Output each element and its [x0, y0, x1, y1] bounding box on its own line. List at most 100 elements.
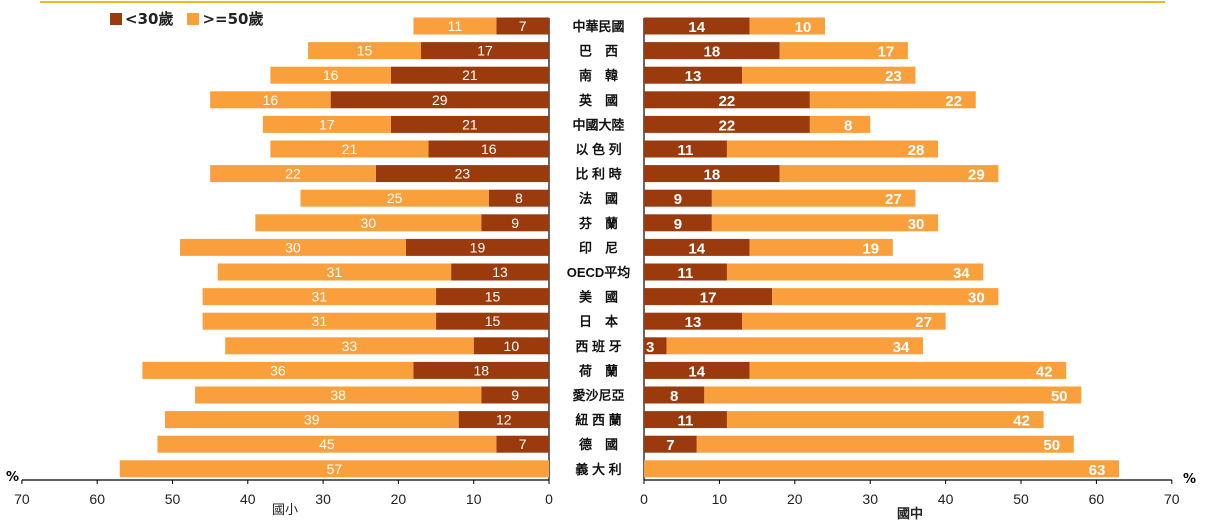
right-bar-old-label: 42: [1036, 363, 1053, 380]
left-bar-young-label: 7: [519, 18, 527, 34]
right-bar-young-label: 14: [688, 240, 705, 257]
right-bar-old: [696, 435, 1074, 453]
right-bar-old-label: 8: [844, 117, 852, 134]
right-bar-old: [704, 386, 1082, 404]
right-bar-young: [644, 140, 727, 158]
right-bar-old: [749, 17, 825, 35]
left-bar-old-label: 16: [323, 67, 339, 83]
left-bar-young-label: 15: [485, 289, 501, 305]
left-x-tick-label: 40: [240, 491, 256, 507]
left-bar-old-label: 30: [285, 239, 301, 255]
left-x-tick-label: 50: [165, 491, 181, 507]
left-bar-young: [481, 386, 549, 404]
right-bar-old-label: 27: [885, 191, 902, 208]
left-bar-old: [270, 66, 391, 84]
left-bar-old: [300, 189, 489, 207]
left-bar-old-label: 17: [319, 116, 335, 132]
left-bar-old: [180, 238, 406, 256]
left-bar-young: [390, 66, 549, 84]
right-bar-young-label: 11: [678, 142, 694, 159]
left-bar-young: [420, 42, 549, 60]
category-label: 德 國: [579, 437, 618, 452]
right-bar-old-label: 63: [1089, 462, 1106, 479]
left-bar-old: [210, 165, 376, 183]
left-bar-old: [202, 312, 437, 330]
right-bar-young: [644, 165, 780, 183]
left-bar-young-label: 17: [477, 43, 493, 59]
left-bar-old-label: 57: [327, 461, 343, 477]
left-bar-old-label: 25: [387, 190, 403, 206]
right-bar-young: [644, 337, 667, 355]
left-bar-young-label: 16: [481, 141, 497, 157]
right-bar-young: [644, 288, 773, 306]
right-unit-label: %: [1183, 472, 1197, 487]
right-bar-old-label: 30: [908, 216, 925, 233]
category-label: 中華民國: [572, 19, 624, 34]
left-bar-old-label: 33: [342, 338, 358, 354]
left-bar-old: [210, 91, 331, 109]
category-label: 西 班 牙: [575, 339, 621, 354]
left-bar-old: [157, 435, 497, 453]
left-bar-young: [390, 115, 549, 133]
right-bar-old: [726, 140, 939, 158]
right-bar-young-label: 18: [704, 167, 721, 184]
left-bar-young: [436, 312, 549, 330]
right-bar-old-label: 23: [885, 68, 902, 85]
left-bar-old: [225, 337, 474, 355]
left-bar-old: [270, 140, 429, 158]
right-bar-old: [666, 337, 923, 355]
left-bar-young-label: 29: [432, 92, 448, 108]
category-label: 紐 西 蘭: [575, 413, 621, 428]
right-bar-young-label: 22: [719, 117, 736, 134]
legend-label-young: <30歲: [125, 10, 174, 28]
category-label: 巴 西: [579, 44, 618, 59]
right-bar-young: [644, 361, 750, 379]
right-bar-old: [749, 238, 893, 256]
left-bar-young: [451, 263, 549, 281]
right-bar-young: [644, 411, 727, 429]
left-bar-old-label: 39: [304, 412, 320, 428]
left-bar-old: [308, 42, 421, 60]
right-bar-old-label: 34: [893, 339, 910, 356]
right-bar-young: [644, 312, 743, 330]
right-bar-old: [779, 42, 908, 60]
left-bar-old: [142, 361, 414, 379]
category-label: 中國大陸: [572, 117, 624, 132]
left-bar-young-label: 21: [462, 67, 478, 83]
left-bar-young-label: 12: [496, 412, 512, 428]
right-bar-old-label: 27: [915, 314, 932, 331]
right-x-tick-label: 20: [787, 491, 803, 507]
category-label: 印 尼: [579, 240, 618, 255]
category-label: 法 國: [579, 191, 618, 206]
left-bar-young-label: 13: [492, 264, 508, 280]
right-bar-old: [644, 460, 1120, 478]
left-bar-old-label: 15: [357, 43, 373, 59]
left-bar-young: [481, 214, 549, 232]
left-bar-old-label: 30: [360, 215, 376, 231]
left-x-tick-label: 30: [315, 491, 331, 507]
category-label: 荷 蘭: [578, 363, 618, 378]
left-x-tick-label: 0: [545, 491, 553, 507]
left-bar-old-label: 22: [285, 166, 301, 182]
category-label: 芬 蘭: [578, 216, 618, 231]
right-bar-old-label: 50: [1043, 437, 1060, 454]
left-bar-young: [436, 288, 549, 306]
right-bar-old: [772, 288, 999, 306]
left-bar-young-label: 8: [515, 190, 523, 206]
right-x-tick-label: 40: [938, 491, 954, 507]
left-bar-old-label: 31: [312, 313, 328, 329]
left-bar-young-label: 18: [473, 362, 489, 378]
right-axis-title: 國中: [897, 507, 924, 520]
left-bar-young: [428, 140, 549, 158]
right-bar-young: [644, 386, 705, 404]
left-bar-young: [458, 411, 549, 429]
left-bar-young-label: 10: [504, 338, 520, 354]
left-bar-young: [496, 435, 549, 453]
left-bar-young-label: 21: [462, 116, 478, 132]
left-bar-young-label: 23: [455, 166, 471, 182]
left-bar-old: [119, 460, 549, 478]
right-bar-young: [644, 189, 712, 207]
category-label: 以 色 列: [575, 142, 621, 157]
left-bar-old-label: 16: [263, 92, 279, 108]
